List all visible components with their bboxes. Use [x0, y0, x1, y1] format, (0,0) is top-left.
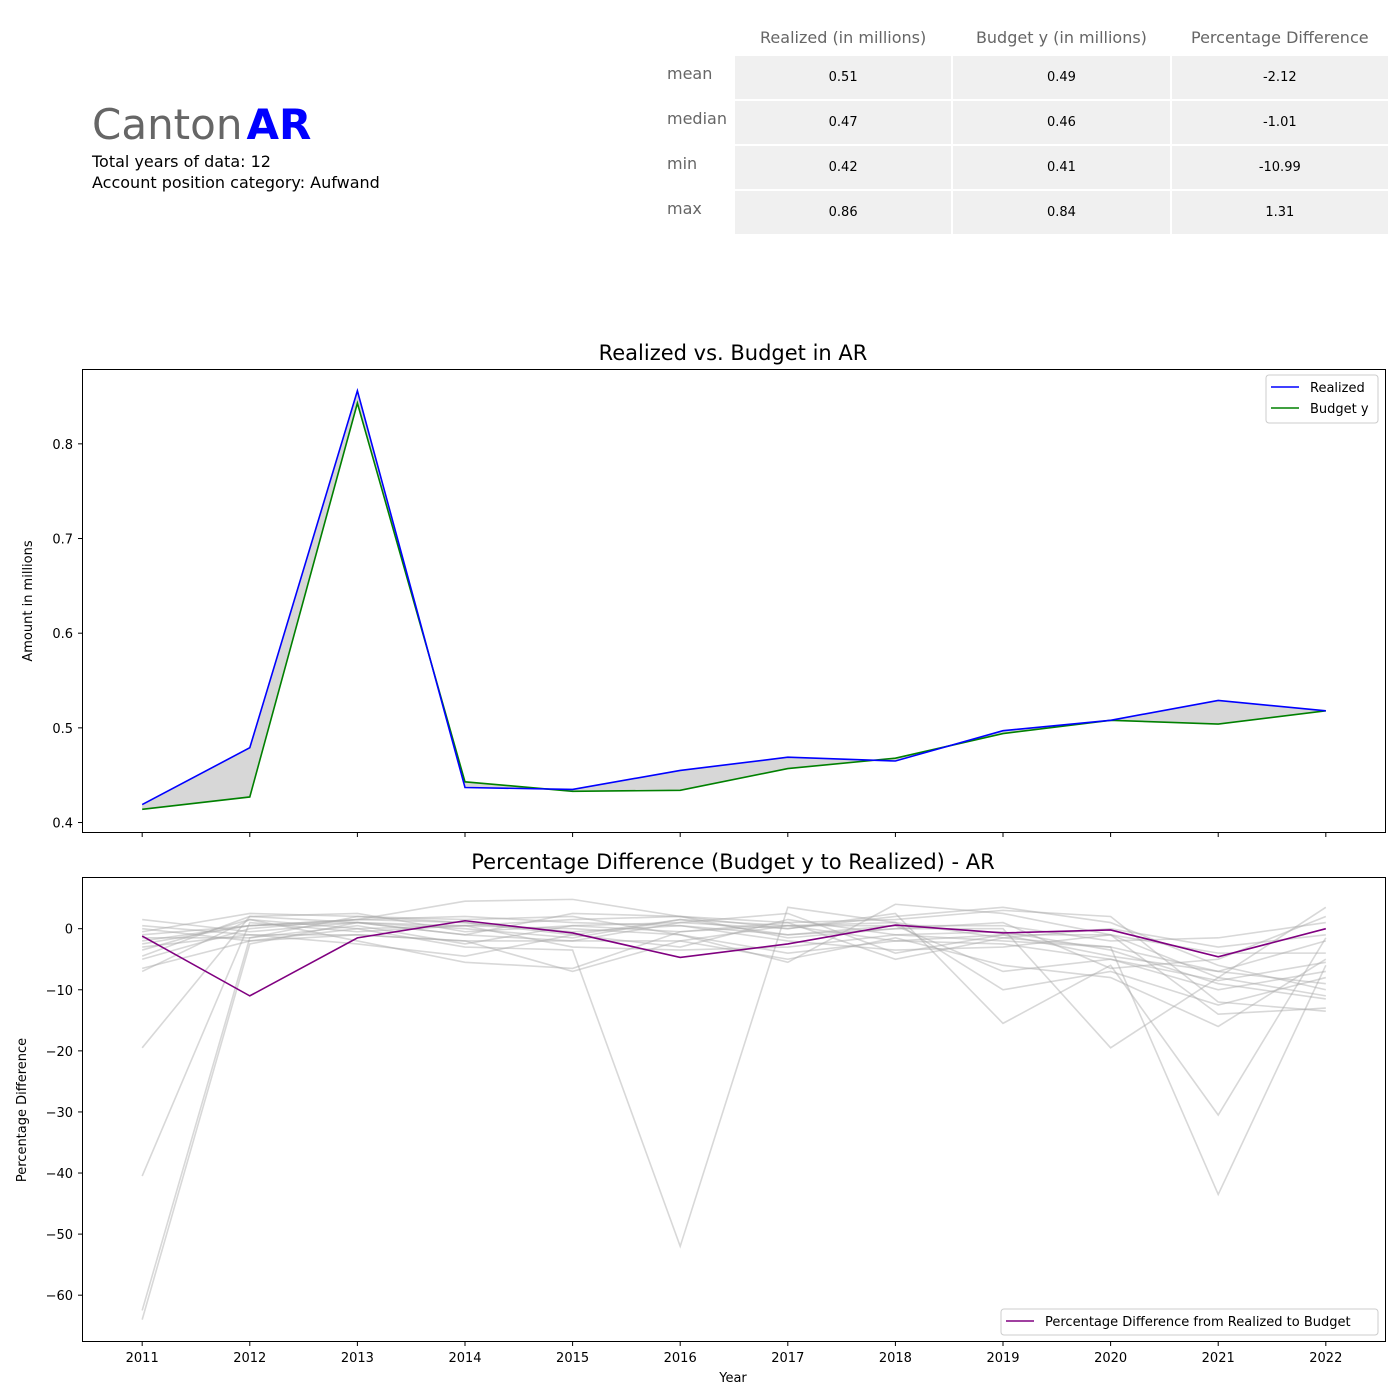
stats-col-header-budget: Budget y (in millions): [975, 27, 1147, 47]
account-category: Account position category: Aufwand: [92, 173, 380, 192]
background-canton-line: [142, 924, 1326, 982]
x-tick-label: 2015: [556, 1351, 589, 1366]
stats-row-label: mean: [667, 64, 713, 83]
chart-title: Realized vs. Budget in AR: [599, 341, 868, 365]
background-canton-line: [142, 918, 1327, 973]
other-cantons-lines: [141, 898, 1327, 1320]
chart-title: Percentage Difference (Budget y to Reali…: [471, 850, 994, 874]
background-canton-line: [142, 912, 1327, 970]
x-tick-label: 2022: [1309, 1351, 1342, 1366]
stats-cell: 0.51: [734, 56, 952, 99]
x-tick-label: 2018: [879, 1351, 912, 1366]
summary-stats-table: Realized (in millions) Budget y (in mill…: [660, 18, 1390, 238]
y-tick-label: −30: [46, 1106, 73, 1121]
stats-cell: 0.46: [953, 101, 1170, 144]
x-tick-label: 2013: [341, 1351, 374, 1366]
x-ticks: 2011 2012 2013 2014 2015 2016 2017 2018 2019 2020…: [126, 1341, 1342, 1366]
stats-cell: 0.86: [734, 191, 952, 234]
legend-label-realized: Realized: [1310, 381, 1365, 396]
budget-line: [142, 400, 1326, 811]
background-canton-line: [142, 898, 1326, 1012]
x-tick-label: 2014: [448, 1351, 481, 1366]
percentage-difference-chart: Percentage Difference (Budget y to Reali…: [15, 850, 1386, 1386]
percentage-difference-line: [141, 919, 1327, 997]
legend: Percentage Difference from Realized to B…: [1000, 1308, 1379, 1336]
background-canton-line: [141, 915, 1326, 1016]
x-tick-label: 2020: [1094, 1351, 1127, 1366]
realized-line: [141, 387, 1326, 806]
stats-cell: 1.31: [1171, 191, 1388, 234]
background-canton-line: [141, 906, 1327, 1249]
background-canton-line: [141, 918, 1327, 1320]
legend-label-budget: Budget y: [1310, 402, 1369, 417]
stats-cell: 0.84: [953, 191, 1170, 234]
stats-corner: [662, 20, 733, 54]
x-tick-label: 2016: [664, 1351, 697, 1366]
y-ticks: 0.4 0.5 0.6 0.7 0.8: [52, 438, 83, 832]
y-tick-label: −50: [46, 1228, 73, 1243]
background-canton-line: [141, 934, 1327, 1028]
stats-cell: 0.41: [953, 146, 1170, 189]
stats-cell: -1.01: [1171, 101, 1388, 144]
y-tick-label: 0: [65, 923, 73, 938]
stats-cell: 0.49: [953, 56, 1170, 99]
y-tick-label: −60: [46, 1289, 73, 1304]
legend-label-pct: Percentage Difference from Realized to B…: [1045, 1315, 1351, 1330]
x-tick-label: 2017: [771, 1351, 804, 1366]
plot-frame: [82, 877, 1386, 1342]
stats-col-header-realized: Realized (in millions): [760, 27, 927, 47]
legend: Realized Budget y: [1265, 374, 1379, 424]
canton-label: Canton: [92, 100, 243, 149]
background-canton-line: [141, 921, 1326, 1177]
stats-row-min: min 0.42 0.41 -10.99: [662, 146, 1388, 189]
y-tick-label: 0.5: [52, 722, 73, 737]
background-canton-line: [141, 912, 1327, 1117]
y-tick-label: 0.7: [52, 533, 73, 548]
canton-header: CantonAR Total years of data: 12 Account…: [92, 100, 380, 193]
x-tick-label: 2011: [126, 1351, 159, 1366]
canton-code: AR: [246, 100, 312, 149]
y-tick-label: −20: [46, 1045, 73, 1060]
y-tick-label: −10: [46, 984, 73, 999]
years-of-data: Total years of data: 12: [92, 152, 271, 171]
background-canton-line: [141, 918, 1326, 991]
x-tick-label: 2021: [1202, 1351, 1235, 1366]
background-canton-line: [141, 906, 1327, 1311]
stats-cell: -10.99: [1171, 146, 1388, 189]
plot-frame: [82, 369, 1386, 833]
stats-cell: -2.12: [1171, 56, 1388, 99]
x-tick-label: 2012: [233, 1351, 266, 1366]
stats-row-label: min: [667, 154, 698, 173]
stats-cell: 0.47: [734, 101, 952, 144]
background-canton-line: [141, 912, 1326, 961]
difference-fill-area: [142, 390, 1326, 810]
stats-row-label: max: [667, 199, 702, 218]
stats-row-max: max 0.86 0.84 1.31: [662, 191, 1388, 234]
y-ticks: 0 −10 −20 −30 −40 −50 −60: [46, 923, 83, 1304]
legend-box: [1265, 374, 1379, 424]
background-canton-line: [142, 924, 1326, 1000]
legend-box: [1000, 1308, 1379, 1336]
stats-row-label: median: [667, 109, 727, 128]
x-axis-label: Year: [718, 1371, 747, 1386]
y-tick-label: 0.8: [52, 438, 73, 453]
stats-row-median: median 0.47 0.46 -1.01: [662, 101, 1388, 144]
background-canton-line: [142, 903, 1326, 997]
x-tick-marks: [141, 832, 1327, 837]
stats-col-header-pct: Percentage Difference: [1191, 27, 1369, 47]
background-canton-line: [142, 906, 1326, 991]
y-tick-label: −40: [46, 1167, 73, 1182]
y-tick-label: 0.6: [52, 627, 73, 642]
x-tick-label: 2019: [986, 1351, 1019, 1366]
background-canton-line: [142, 918, 1326, 942]
y-tick-label: 0.4: [52, 817, 73, 832]
stats-cell: 0.42: [734, 146, 952, 189]
background-canton-line: [142, 912, 1326, 954]
stats-row-mean: mean 0.51 0.49 -2.12: [662, 56, 1388, 99]
y-axis-label: Percentage Difference: [15, 1038, 30, 1182]
realized-vs-budget-chart: Realized vs. Budget in AR Amount in mill…: [21, 341, 1386, 837]
y-axis-label: Amount in millions: [21, 540, 36, 662]
